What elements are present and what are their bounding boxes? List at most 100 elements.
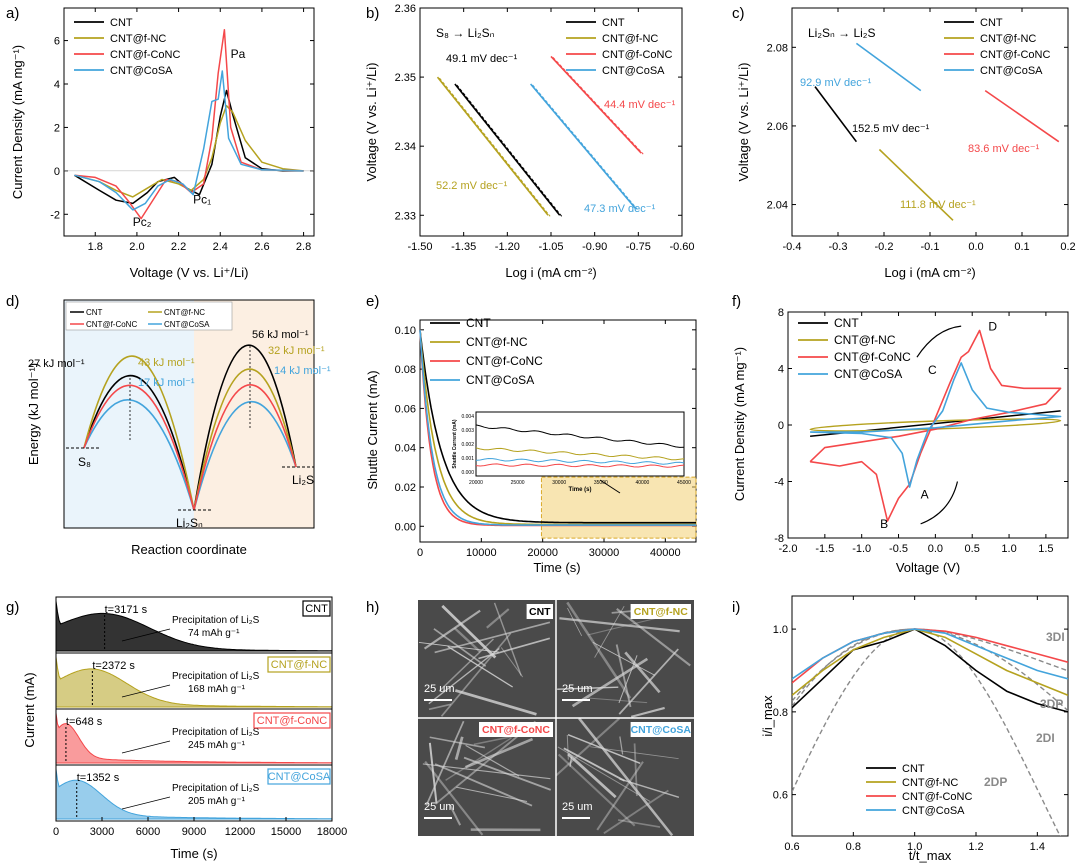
inset-series-CNT@f-CoNC — [475, 463, 685, 468]
panel-letter: b) — [366, 5, 379, 22]
y-axis-title: Voltage (V vs. Li⁺/Li) — [364, 63, 379, 182]
legend-label: CNT — [834, 316, 859, 330]
x-tick-label: -2.0 — [779, 543, 798, 555]
x-tick-label: 2.6 — [254, 241, 269, 253]
panel-letter: c) — [732, 5, 745, 22]
panel-letter: a) — [6, 5, 19, 22]
panel-f: -2.0 -1.5 -1.0 -0.5 0.0 0.5 1.0 1.5 -8 -4 0 4 8 CNT CN… — [732, 307, 1069, 575]
model-3DP — [792, 628, 1068, 707]
sem-fiber — [440, 632, 512, 717]
sem-fiber — [438, 638, 495, 692]
x-axis-title: Log i (mA cm⁻²) — [505, 265, 596, 280]
y-tick-label: 0.08 — [395, 364, 416, 376]
sem-fiber — [425, 720, 465, 806]
y-tick-label: 0.8 — [773, 707, 788, 719]
sem-fiber — [434, 621, 551, 654]
sample-tag-frame — [267, 656, 331, 673]
x-tick-label: -1.50 — [407, 241, 432, 253]
x-tick-label: 0.1 — [1014, 241, 1029, 253]
x-tick-label: 15000 — [271, 826, 302, 838]
legend-label: CNT@f-NC — [834, 333, 896, 347]
tafel-label-cnt: 152.5 mV dec⁻¹ — [852, 123, 930, 135]
y-tick-label: 0 — [778, 420, 784, 432]
sem-fiber — [423, 609, 481, 650]
series-CNT@f-CoNC — [809, 329, 1062, 522]
legend-label: CNT — [602, 17, 625, 29]
tafel-label-cosa: 47.3 mV dec⁻¹ — [584, 203, 656, 215]
barrier-label-43: 43 kJ mol⁻¹ — [138, 357, 195, 369]
panel-letter: d) — [6, 293, 19, 310]
sample-tag: CNT — [305, 603, 328, 615]
x-tick-label: 18000 — [317, 826, 348, 838]
panel-g: t=3171 s Precipitation of Li₂S 74 mAh g⁻¹ C… — [22, 596, 348, 861]
y-tick-label: 0 — [54, 166, 60, 178]
sem-fiber — [592, 642, 656, 676]
fit-CNT@CoSA — [855, 42, 922, 92]
x-axis-title: t/t_max — [909, 848, 952, 863]
sem-fiber — [578, 717, 674, 837]
capacity-label: 168 mAh g⁻¹ — [188, 684, 246, 695]
panel-d: S₈ Li₂Sₙ Li₂S 27 kJ mol⁻¹ 43 kJ mol⁻¹ 17 kJ m… — [26, 299, 331, 557]
sem-fiber — [633, 743, 638, 797]
x-axis-title: Time (s) — [170, 846, 217, 861]
x-tick-label: 0.0 — [968, 241, 983, 253]
sem-fiber — [418, 642, 499, 653]
tafel-label-cnt: 49.1 mV dec⁻¹ — [446, 53, 518, 65]
legend-label: CNT@f-NC — [902, 777, 958, 789]
x-tick-label: -0.5 — [889, 543, 908, 555]
sem-fiber — [619, 778, 680, 799]
inset-y-tick: 0.004 — [461, 414, 474, 420]
x-tick-label: -0.4 — [783, 241, 802, 253]
panel-e: 0 10000 20000 30000 40000 0.00 0.02 0.04 0.06 0.0… — [365, 316, 697, 575]
peak-label-pc2: Pc₂ — [133, 215, 152, 229]
series-CNT@f-NC — [74, 104, 304, 198]
fit-CNT@f-CoNC — [984, 89, 1060, 143]
sem-tag: CNT@f-NC — [634, 606, 688, 618]
y-tick-label: -4 — [774, 477, 784, 489]
y-axis-title: Shuttle Current (mA) — [365, 370, 380, 489]
sample-tag-frame — [267, 768, 331, 785]
sem-tag-frame — [526, 604, 553, 619]
sem-tag: CNT@CoSA — [631, 724, 692, 736]
inset-y-tick: 0.001 — [461, 456, 474, 462]
barrier-step2-CNT@CoSA — [193, 401, 297, 511]
y-tick-label: 0.04 — [395, 443, 416, 455]
x-tick-label: 2.0 — [129, 241, 144, 253]
sem-fiber — [449, 804, 462, 826]
y-tick-label: -2 — [50, 209, 60, 221]
sem-fiber — [454, 736, 464, 760]
sem-fiber — [428, 742, 438, 804]
sem-fiber — [624, 651, 661, 694]
y-tick-label: 2.06 — [767, 121, 788, 133]
x-tick-label: 6000 — [136, 826, 160, 838]
y-tick-label: 1.0 — [773, 624, 788, 636]
y-tick-label: 4 — [54, 79, 60, 91]
y-tick-label: 2.34 — [395, 141, 416, 153]
x-tick-label: 9000 — [182, 826, 206, 838]
legend-label: CNT@f-NC — [602, 33, 658, 45]
x-tick-label: 1.0 — [907, 841, 922, 853]
barrier-step2-CNT@f-NC — [193, 368, 297, 511]
peak-label-b: B — [880, 517, 888, 531]
fit-dash-CNT@f-CoNC — [552, 57, 644, 155]
x-axis-title: Voltage (V vs. Li⁺/Li) — [130, 265, 249, 280]
x-tick-label: -0.3 — [829, 241, 848, 253]
sem-fiber — [478, 637, 551, 660]
x-axis-title: Log i (mA cm⁻²) — [884, 265, 975, 280]
x-tick-label: -0.90 — [582, 241, 607, 253]
x-tick-label: 0 — [53, 826, 59, 838]
model-2DP — [792, 628, 1061, 836]
legend-label: CNT@CoSA — [980, 65, 1043, 77]
series-CNT — [419, 329, 696, 524]
series-CNT@CoSA — [74, 70, 304, 211]
peak-label-d: D — [988, 319, 997, 333]
sample-tag-frame — [302, 600, 331, 617]
x-tick-label: 1.2 — [968, 841, 983, 853]
reaction-label: Li₂Sₙ → Li₂S — [808, 26, 875, 40]
sem-fiber — [428, 647, 500, 705]
panel-letter: i) — [732, 599, 740, 616]
plot-frame — [791, 595, 1069, 837]
sem-fiber — [429, 736, 486, 749]
fit-dash-CNT@CoSA — [532, 84, 638, 210]
sem-fiber — [619, 736, 624, 755]
